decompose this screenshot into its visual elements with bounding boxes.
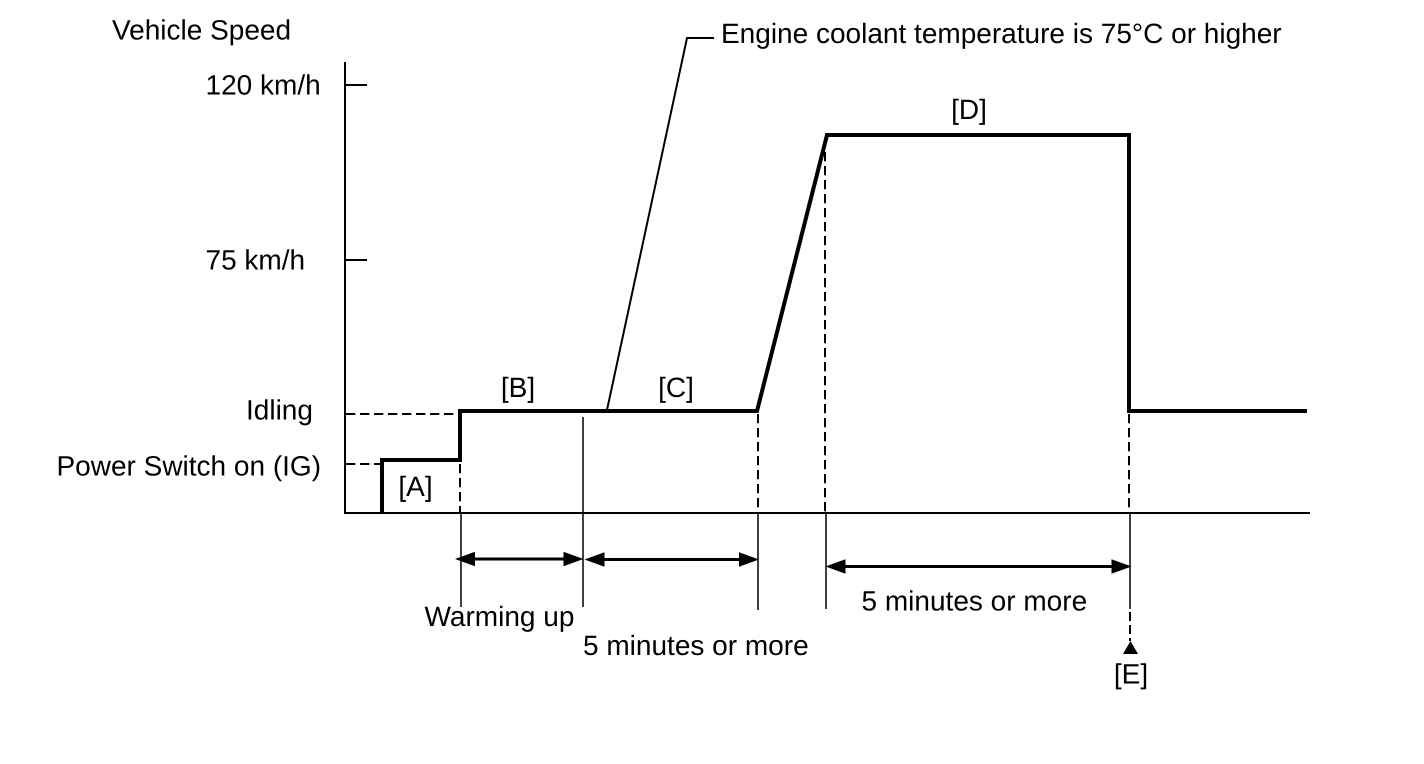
svg-text:[A]: [A] [398, 471, 432, 502]
svg-text:Idling: Idling [246, 395, 313, 426]
svg-text:[C]: [C] [658, 372, 694, 403]
svg-text:5 minutes or more: 5 minutes or more [583, 630, 809, 661]
svg-text:120 km/h: 120 km/h [206, 70, 321, 101]
svg-text:Engine coolant temperature is: Engine coolant temperature is 75°C or hi… [721, 18, 1282, 49]
svg-text:Vehicle Speed: Vehicle Speed [112, 15, 291, 46]
svg-text:[D]: [D] [951, 94, 987, 125]
svg-text:Power Switch on (IG): Power Switch on (IG) [57, 451, 322, 482]
svg-text:[B]: [B] [501, 372, 535, 403]
svg-text:Warming up: Warming up [425, 601, 575, 632]
svg-text:5 minutes or more: 5 minutes or more [862, 586, 1088, 617]
svg-text:[E]: [E] [1114, 659, 1148, 690]
svg-text:75 km/h: 75 km/h [206, 245, 306, 276]
